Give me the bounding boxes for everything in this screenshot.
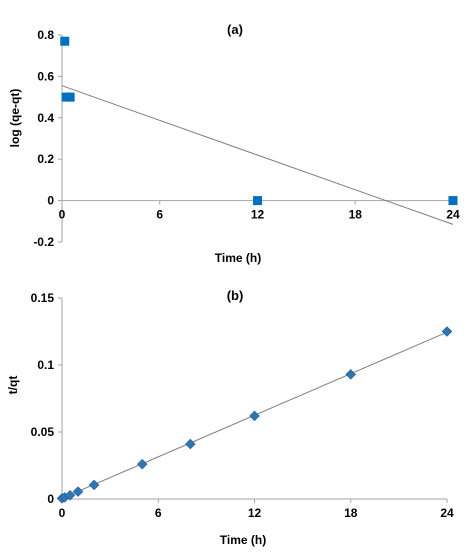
- chart-a-x-tick-label: 6: [156, 208, 163, 222]
- chart-a-title: (a): [227, 22, 243, 37]
- chart-a-y-tick-label: 0: [47, 194, 54, 208]
- chart-a-y-axis-label: log (qe-qt): [8, 89, 22, 148]
- chart-a-x-axis-label: Time (h): [215, 251, 261, 265]
- chart-b-y-tick-label: 0: [47, 492, 54, 506]
- chart-a-y-tick-label: 0.8: [37, 28, 54, 42]
- chart-a-data-point: [448, 196, 458, 206]
- chart-b-data-point: [136, 458, 148, 470]
- chart-a-y-tick-label: 0.4: [37, 111, 54, 125]
- chart-b-y-axis-label: t/qt: [6, 376, 20, 395]
- chart-b-x-axis-label: Time (h): [220, 533, 266, 547]
- chart-a-x-tick-label: 0: [59, 208, 66, 222]
- chart-b-x-tick-label: 24: [440, 506, 454, 520]
- chart-a-data-point: [60, 36, 70, 46]
- chart-b-data-point: [72, 486, 84, 497]
- chart-b-x-tick-label: 0: [59, 506, 66, 520]
- chart-a-x-tick-label: 18: [349, 208, 363, 222]
- chart-b-data-point: [184, 438, 196, 450]
- chart-b-y-tick-label: 0.05: [31, 425, 55, 439]
- chart-b-y-tick-label: 0.1: [37, 358, 54, 372]
- chart-a-y-tick-label: 0.6: [37, 69, 54, 83]
- chart-b-x-tick-label: 6: [155, 506, 162, 520]
- chart-b-data-point: [249, 410, 260, 422]
- chart-b-y-tick-label: 0.15: [31, 291, 55, 305]
- chart-a-data-point: [65, 92, 75, 102]
- chart-b-data-point: [441, 326, 453, 337]
- chart-a-y-tick-label: -0.2: [33, 235, 54, 249]
- chart-b-data-point: [64, 489, 76, 501]
- chart-b-x-tick-label: 12: [248, 506, 262, 520]
- chart-a-plot: -0.2 0 0.2 0.4 0.6 0.8 0 6 12 18 24: [33, 28, 460, 249]
- chart-b-data-point: [345, 369, 357, 380]
- chart-a-trend-line: [61, 85, 454, 225]
- chart-a-x-tick-label: 24: [446, 208, 460, 222]
- chart-a-data-point: [253, 196, 262, 206]
- chart-a-y-tick-label: 0.2: [37, 152, 54, 166]
- chart-b-plot: 0 0.05 0.1 0.15 0 6 12 18 24: [31, 291, 454, 520]
- chart-b-data-point: [88, 479, 100, 491]
- chart-b-title: (b): [227, 288, 244, 303]
- chart-b-x-tick-label: 18: [344, 506, 358, 520]
- chart-a-x-tick-label: 12: [251, 208, 265, 222]
